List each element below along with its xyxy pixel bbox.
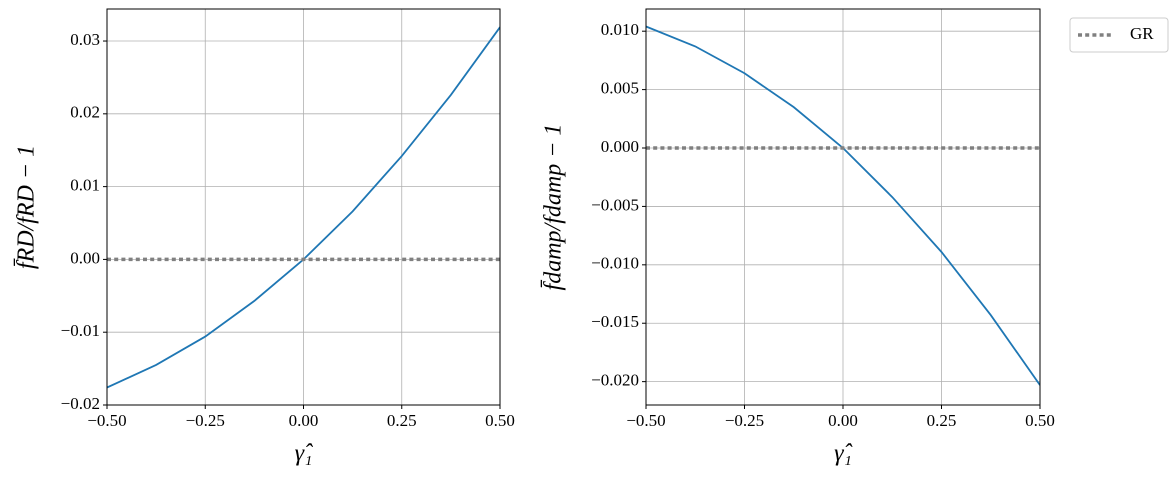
- x-tick-label: 0.50: [485, 411, 515, 430]
- y-tick-label: 0.02: [70, 103, 100, 122]
- x-tick-label: 0.50: [1025, 411, 1055, 430]
- x-axis-label: γ̂₁: [834, 441, 852, 467]
- x-axis-label: γ̂₁: [295, 441, 313, 467]
- y-axis-label: f̄damp/fdamp − 1: [541, 124, 567, 291]
- y-tick-label: −0.01: [61, 321, 100, 340]
- y-tick-label: 0.00: [70, 248, 100, 267]
- x-tick-label: −0.25: [725, 411, 764, 430]
- x-tick-label: 0.25: [387, 411, 417, 430]
- y-tick-label: −0.02: [61, 394, 100, 413]
- legend-box: [1069, 17, 1169, 53]
- y-tick-label: −0.015: [591, 312, 639, 331]
- x-tick-label: 0.00: [828, 411, 858, 430]
- x-tick-label: 0.00: [289, 411, 319, 430]
- y-tick-label: 0.01: [70, 176, 100, 195]
- y-tick-label: 0.005: [601, 79, 639, 98]
- y-tick-label: 0.010: [601, 20, 639, 39]
- x-tick-label: −0.50: [87, 411, 126, 430]
- y-tick-label: −0.005: [591, 195, 639, 214]
- y-tick-label: 0.03: [70, 30, 100, 49]
- y-tick-label: −0.020: [591, 371, 639, 390]
- y-axis-label: f̄RD/fRD − 1: [14, 145, 40, 269]
- y-tick-label: 0.000: [601, 137, 639, 156]
- x-tick-label: −0.25: [186, 411, 225, 430]
- x-tick-label: −0.50: [626, 411, 665, 430]
- x-tick-label: 0.25: [927, 411, 957, 430]
- legend-label: GR: [1130, 24, 1154, 43]
- y-tick-label: −0.010: [591, 254, 639, 273]
